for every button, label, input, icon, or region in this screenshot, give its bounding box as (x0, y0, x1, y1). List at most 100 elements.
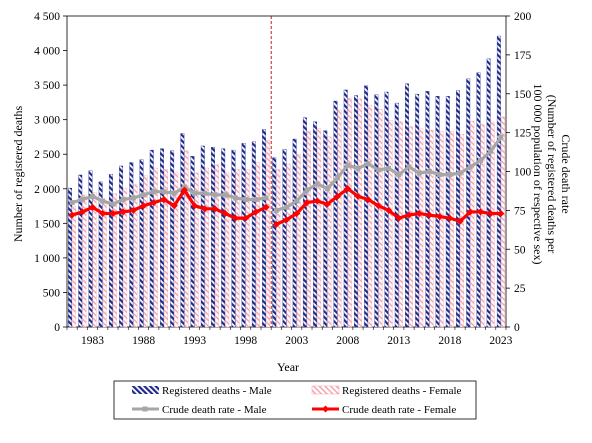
point-male-rate-2022 (488, 148, 494, 154)
legend-marker-female-rate (322, 405, 329, 413)
point-female-rate-1983 (89, 203, 97, 211)
bar-female-2017 (439, 131, 444, 328)
point-male-rate-1998 (243, 196, 249, 202)
point-male-rate-2014 (406, 164, 412, 170)
bar-male-1984 (98, 181, 103, 328)
bar-male-1997 (231, 149, 236, 328)
y-left-tick-label: 1 500 (34, 218, 60, 230)
point-male-rate-2015 (416, 170, 422, 176)
point-female-rate-2006 (323, 200, 331, 208)
y-right-tick-label: 200 (514, 11, 532, 23)
y-right-tick-label: 50 (514, 244, 526, 256)
point-male-rate-2012 (386, 165, 392, 171)
bar-male-1998 (241, 142, 246, 328)
bar-male-1992 (180, 133, 185, 328)
bar-male-2006 (323, 130, 328, 328)
point-female-rate-1996 (221, 209, 229, 217)
bar-female-2018 (449, 131, 454, 328)
bar-male-1981 (68, 187, 72, 328)
point-female-rate-2003 (293, 209, 301, 217)
point-female-rate-1990 (160, 195, 168, 203)
x-tick-label: 2023 (489, 335, 512, 347)
point-male-rate-2023 (498, 134, 504, 140)
plot-area (66, 15, 507, 328)
point-female-rate-2014 (405, 211, 413, 219)
y-right-tick-label: 100 (514, 167, 532, 179)
y-axis-right: 0 25 50 75 100 125 150 175 200 (506, 11, 532, 334)
legend: Registered deaths - Male Registered deat… (113, 380, 477, 420)
point-male-rate-1989 (151, 189, 157, 195)
point-female-rate-2015 (415, 209, 423, 217)
point-male-rate-2011 (375, 167, 381, 173)
bar-female-1987 (133, 184, 138, 328)
legend-swatch-male-deaths (132, 386, 159, 394)
bar-male-1995 (211, 147, 215, 328)
legend-label-female-rate: Crude death rate - Female (342, 404, 456, 416)
bar-male-2004 (302, 117, 307, 328)
point-male-rate-2003 (294, 198, 300, 204)
point-male-rate-2005 (314, 181, 320, 187)
bar-female-2023 (501, 116, 505, 328)
bar-female-2014 (409, 126, 413, 328)
point-male-rate-2018 (447, 172, 453, 178)
point-female-rate-2021 (476, 208, 484, 216)
point-female-rate-1984 (99, 209, 107, 217)
bar-female-1984 (102, 200, 107, 328)
legend-label-female-deaths: Registered deaths - Female (342, 385, 462, 397)
point-male-rate-1994 (202, 190, 208, 196)
point-male-rate-2021 (477, 158, 483, 164)
point-male-rate-2013 (396, 172, 402, 178)
bar-male-2000 (262, 129, 266, 328)
point-female-rate-2002 (283, 216, 290, 224)
point-male-rate-2000 (263, 195, 269, 201)
bar-male-1987 (129, 162, 134, 328)
bar-female-2012 (388, 120, 393, 328)
x-tick-label: 2013 (387, 335, 410, 347)
point-male-rate-2009 (355, 165, 361, 171)
bar-female-2022 (490, 122, 495, 328)
point-female-rate-1992 (180, 186, 188, 194)
bar-female-2010 (368, 104, 373, 328)
point-female-rate-1988 (140, 202, 148, 210)
y-axis-left: 0 500 1 000 1 500 2 000 2 500 3 000 3 500 4 000 4… (34, 11, 67, 334)
y-axis-left-label: Number of registered deaths (11, 106, 25, 243)
y-right-tick-label: 150 (514, 89, 532, 101)
point-female-rate-1985 (109, 209, 117, 217)
x-axis-label: Year (277, 360, 299, 374)
point-female-rate-1982 (78, 208, 86, 216)
bar-female-2006 (327, 136, 332, 328)
x-tick-label: 1988 (132, 335, 155, 347)
point-female-rate-1999 (252, 208, 260, 216)
point-male-rate-1990 (161, 189, 167, 195)
point-female-rate-2008 (344, 185, 352, 193)
bar-female-2004 (307, 131, 311, 328)
bar-female-1982 (82, 194, 87, 328)
point-male-rate-2004 (304, 187, 310, 193)
point-female-rate-2011 (374, 202, 382, 210)
bar-female-2019 (460, 134, 465, 328)
bar-male-2020 (466, 78, 471, 328)
bar-male-2001 (272, 157, 277, 328)
bar-male-1985 (108, 174, 113, 328)
bar-male-2005 (313, 121, 318, 328)
bar-female-2008 (347, 98, 352, 328)
point-male-rate-2020 (467, 164, 473, 170)
y-axis-right-label-line-1: Crude death rate (559, 134, 573, 213)
point-female-rate-2013 (395, 214, 403, 222)
point-male-rate-1984 (100, 198, 106, 204)
point-male-rate-1996 (222, 192, 228, 198)
point-female-rate-2001 (272, 220, 280, 228)
y-left-tick-label: 2 000 (34, 184, 60, 196)
bar-female-1992 (184, 150, 189, 328)
point-male-rate-2019 (457, 170, 463, 176)
bar-female-1988 (143, 175, 148, 328)
legend-marker-male-rate (142, 406, 148, 412)
y-left-tick-label: 1 000 (34, 253, 60, 265)
point-female-rate-1998 (242, 214, 250, 222)
point-female-rate-1995 (211, 205, 219, 213)
point-female-rate-2005 (313, 197, 321, 205)
bar-female-2009 (358, 98, 362, 328)
bar-male-2016 (425, 91, 430, 328)
bar-male-2003 (292, 138, 297, 328)
bar-female-1998 (245, 169, 250, 328)
